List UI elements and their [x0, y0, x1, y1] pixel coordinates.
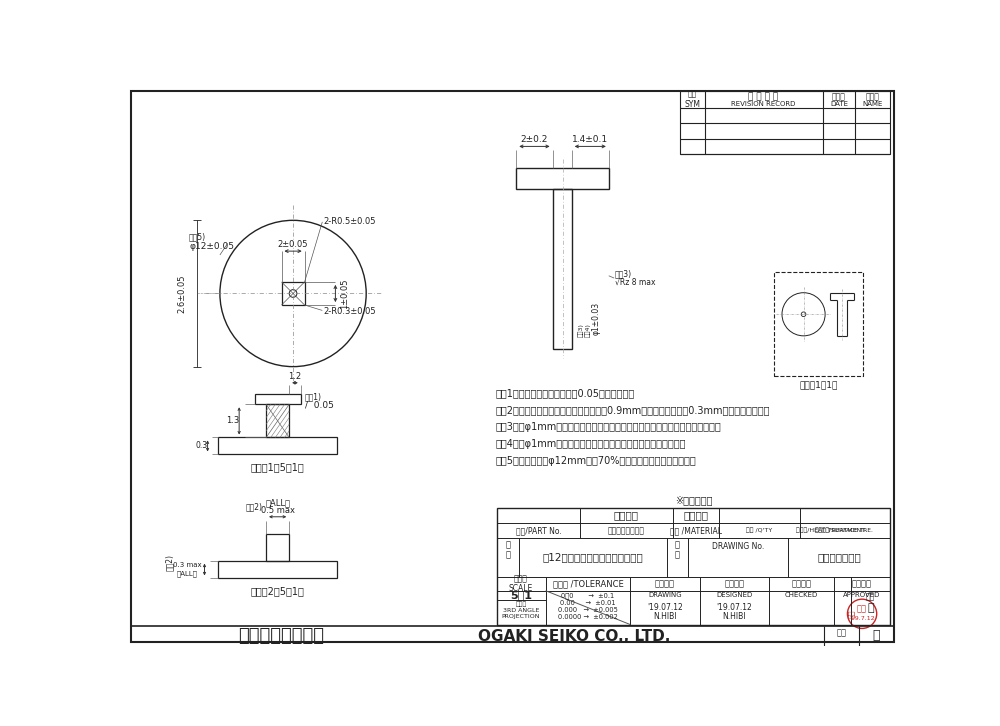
Text: ※板厚は任意: ※板厚は任意 — [675, 495, 712, 505]
Text: φ12±0.05: φ12±0.05 — [189, 242, 234, 251]
Text: 課題2): 課題2) — [245, 502, 262, 511]
Text: 葉数: 葉数 — [836, 629, 846, 637]
Text: 品　名／ＰＡＲＴ: 品 名／ＰＡＲＴ — [608, 526, 645, 535]
Text: 尺　度
SCALE: 尺 度 SCALE — [509, 574, 533, 593]
Text: 課題2): 課題2) — [165, 555, 174, 571]
Text: 課題3): 課題3) — [615, 270, 632, 279]
Text: 製　　図: 製 図 — [655, 579, 675, 588]
Text: 課題1): 課題1) — [305, 392, 322, 401]
Text: 課題5): 課題5) — [189, 233, 206, 242]
Text: 1.4±0.1: 1.4±0.1 — [572, 135, 608, 144]
Text: ／: ／ — [872, 629, 880, 642]
Text: 0.3 max: 0.3 max — [173, 561, 202, 568]
Bar — [266, 404, 289, 438]
Bar — [553, 189, 572, 349]
Text: 詳細図2（5：1）: 詳細図2（5：1） — [251, 586, 305, 596]
Text: '19.07.12: '19.07.12 — [716, 603, 752, 612]
Text: ／: ／ — [867, 603, 874, 613]
Text: DESIGNED: DESIGNED — [716, 592, 752, 597]
Text: 1.3: 1.3 — [226, 416, 239, 425]
Text: 2±0.05: 2±0.05 — [278, 240, 308, 249]
Text: 原寸（1：1）: 原寸（1：1） — [799, 380, 837, 390]
Text: DRAWING No.: DRAWING No. — [712, 542, 764, 550]
Text: 0.000   →  ±0.005: 0.000 → ±0.005 — [558, 607, 618, 613]
Text: 名
称: 名 称 — [505, 540, 510, 560]
Text: 公　差 /TOLERANCE: 公 差 /TOLERANCE — [553, 579, 623, 588]
Bar — [266, 534, 289, 560]
Text: 課題5）　製品外形φ12mmは、70%以上のせん断面にすること。: 課題5） 製品外形φ12mmは、70%以上のせん断面にすること。 — [496, 457, 696, 466]
Text: N.HIBI: N.HIBI — [653, 612, 677, 621]
Text: 熱処理/HEAT TREATMENT: 熱処理/HEAT TREATMENT — [796, 528, 865, 534]
Bar — [218, 438, 337, 454]
Text: 2±0.2: 2±0.2 — [520, 135, 548, 144]
Text: 2-R0.5±0.05: 2-R0.5±0.05 — [324, 217, 376, 227]
Text: 葉数: 葉数 — [866, 592, 875, 601]
Text: 1±0.05: 1±0.05 — [340, 278, 349, 309]
Text: 符号
SYM: 符号 SYM — [685, 90, 701, 109]
Bar — [282, 282, 305, 305]
Text: 承認: 承認 — [848, 610, 855, 618]
Text: 0.3: 0.3 — [195, 441, 207, 450]
Text: 設　　計: 設 計 — [724, 579, 744, 588]
Text: 5：1: 5：1 — [510, 590, 532, 600]
Text: OGAKI SEIKO CO., LTD.: OGAKI SEIKO CO., LTD. — [478, 629, 670, 644]
Text: N.HIBI: N.HIBI — [723, 612, 746, 621]
Text: √Rz 8 max: √Rz 8 max — [615, 278, 655, 287]
Text: 篠松: 篠松 — [857, 605, 867, 613]
Text: 1.2: 1.2 — [288, 372, 301, 381]
Bar — [774, 272, 863, 376]
Text: 材質 /MATERIAL: 材質 /MATERIAL — [670, 526, 722, 535]
Text: APPROVED: APPROVED — [843, 592, 881, 597]
Text: （ALL）: （ALL） — [265, 499, 290, 507]
Text: 課題3）　φ1mm貫通穴は、せん断面の面粗度をできるかぎり良好にすること。: 課題3） φ1mm貫通穴は、せん断面の面粗度をできるかぎり良好にすること。 — [496, 423, 721, 433]
Text: 第12回日中韓大学金型グランプリ: 第12回日中韓大学金型グランプリ — [542, 552, 643, 563]
Text: 三角法
3RD ANGLE
PROJECTION: 三角法 3RD ANGLE PROJECTION — [502, 601, 540, 619]
Text: 0.0000 →  ±0.002: 0.0000 → ±0.002 — [558, 614, 618, 620]
Text: 0.5 max: 0.5 max — [261, 506, 295, 515]
Text: 2.6±0.05: 2.6±0.05 — [177, 274, 186, 313]
Text: 変更者: 変更者 — [866, 93, 880, 102]
Text: /  0.05: / 0.05 — [305, 401, 333, 409]
Text: 図
番: 図 番 — [675, 540, 680, 560]
Bar — [218, 560, 337, 579]
Bar — [497, 507, 890, 624]
Text: 個数 /Q'TY: 個数 /Q'TY — [746, 528, 772, 534]
Text: 表面処理/SURFACE TRE.: 表面処理/SURFACE TRE. — [815, 528, 873, 534]
Text: 承　　認: 承 認 — [852, 579, 872, 588]
Text: 課題1）　指定範囲は、平面度0.05にすること。: 課題1） 指定範囲は、平面度0.05にすること。 — [496, 388, 635, 399]
Text: 検　　図: 検 図 — [791, 579, 811, 588]
Text: DATE: DATE — [830, 101, 848, 107]
Text: 詳細図1（5：1）: 詳細図1（5：1） — [251, 462, 305, 472]
Bar — [680, 91, 890, 154]
Text: （ALL）: （ALL） — [177, 571, 198, 577]
Text: NAME: NAME — [863, 101, 883, 107]
Text: 変 更 事 項: 変 更 事 項 — [748, 93, 779, 102]
Bar — [516, 168, 609, 189]
Text: 品番/PART No.: 品番/PART No. — [516, 526, 562, 535]
Text: 課題4）　φ1mm貫通穴は、ダレをできるかぎり小さくすること。: 課題4） φ1mm貫通穴は、ダレをできるかぎり小さくすること。 — [496, 439, 686, 449]
Text: 課題2）　押出し部のダレは、平面方向で0.9mm以下。高さ方向で0.3mm以下にすること。: 課題2） 押出し部のダレは、平面方向で0.9mm以下。高さ方向で0.3mm以下に… — [496, 406, 770, 415]
Text: REVISION RECORD: REVISION RECORD — [731, 101, 796, 107]
Text: 無酸素銅: 無酸素銅 — [683, 510, 708, 521]
Text: 日本金型工業会: 日本金型工業会 — [817, 552, 861, 563]
Bar — [255, 393, 301, 404]
Text: 2-R0.3±0.05: 2-R0.3±0.05 — [324, 307, 376, 317]
Text: 年月日: 年月日 — [832, 93, 846, 102]
Text: 0.00     →  ±0.01: 0.00 → ±0.01 — [560, 600, 616, 606]
Text: 課題4): 課題4) — [585, 323, 590, 337]
Text: 0：0       →  ±0.1: 0：0 → ±0.1 — [561, 593, 615, 600]
Text: DRAWING: DRAWING — [648, 592, 682, 597]
Text: '19.7.12: '19.7.12 — [849, 616, 875, 621]
Text: '19.07.12: '19.07.12 — [647, 603, 683, 612]
Text: φ1±0.03: φ1±0.03 — [592, 301, 601, 335]
Text: 電子部品: 電子部品 — [614, 510, 639, 521]
Text: 大垣精工株式会社: 大垣精工株式会社 — [239, 627, 324, 645]
Text: 課題3): 課題3) — [578, 323, 584, 337]
Text: CHECKED: CHECKED — [785, 592, 818, 597]
